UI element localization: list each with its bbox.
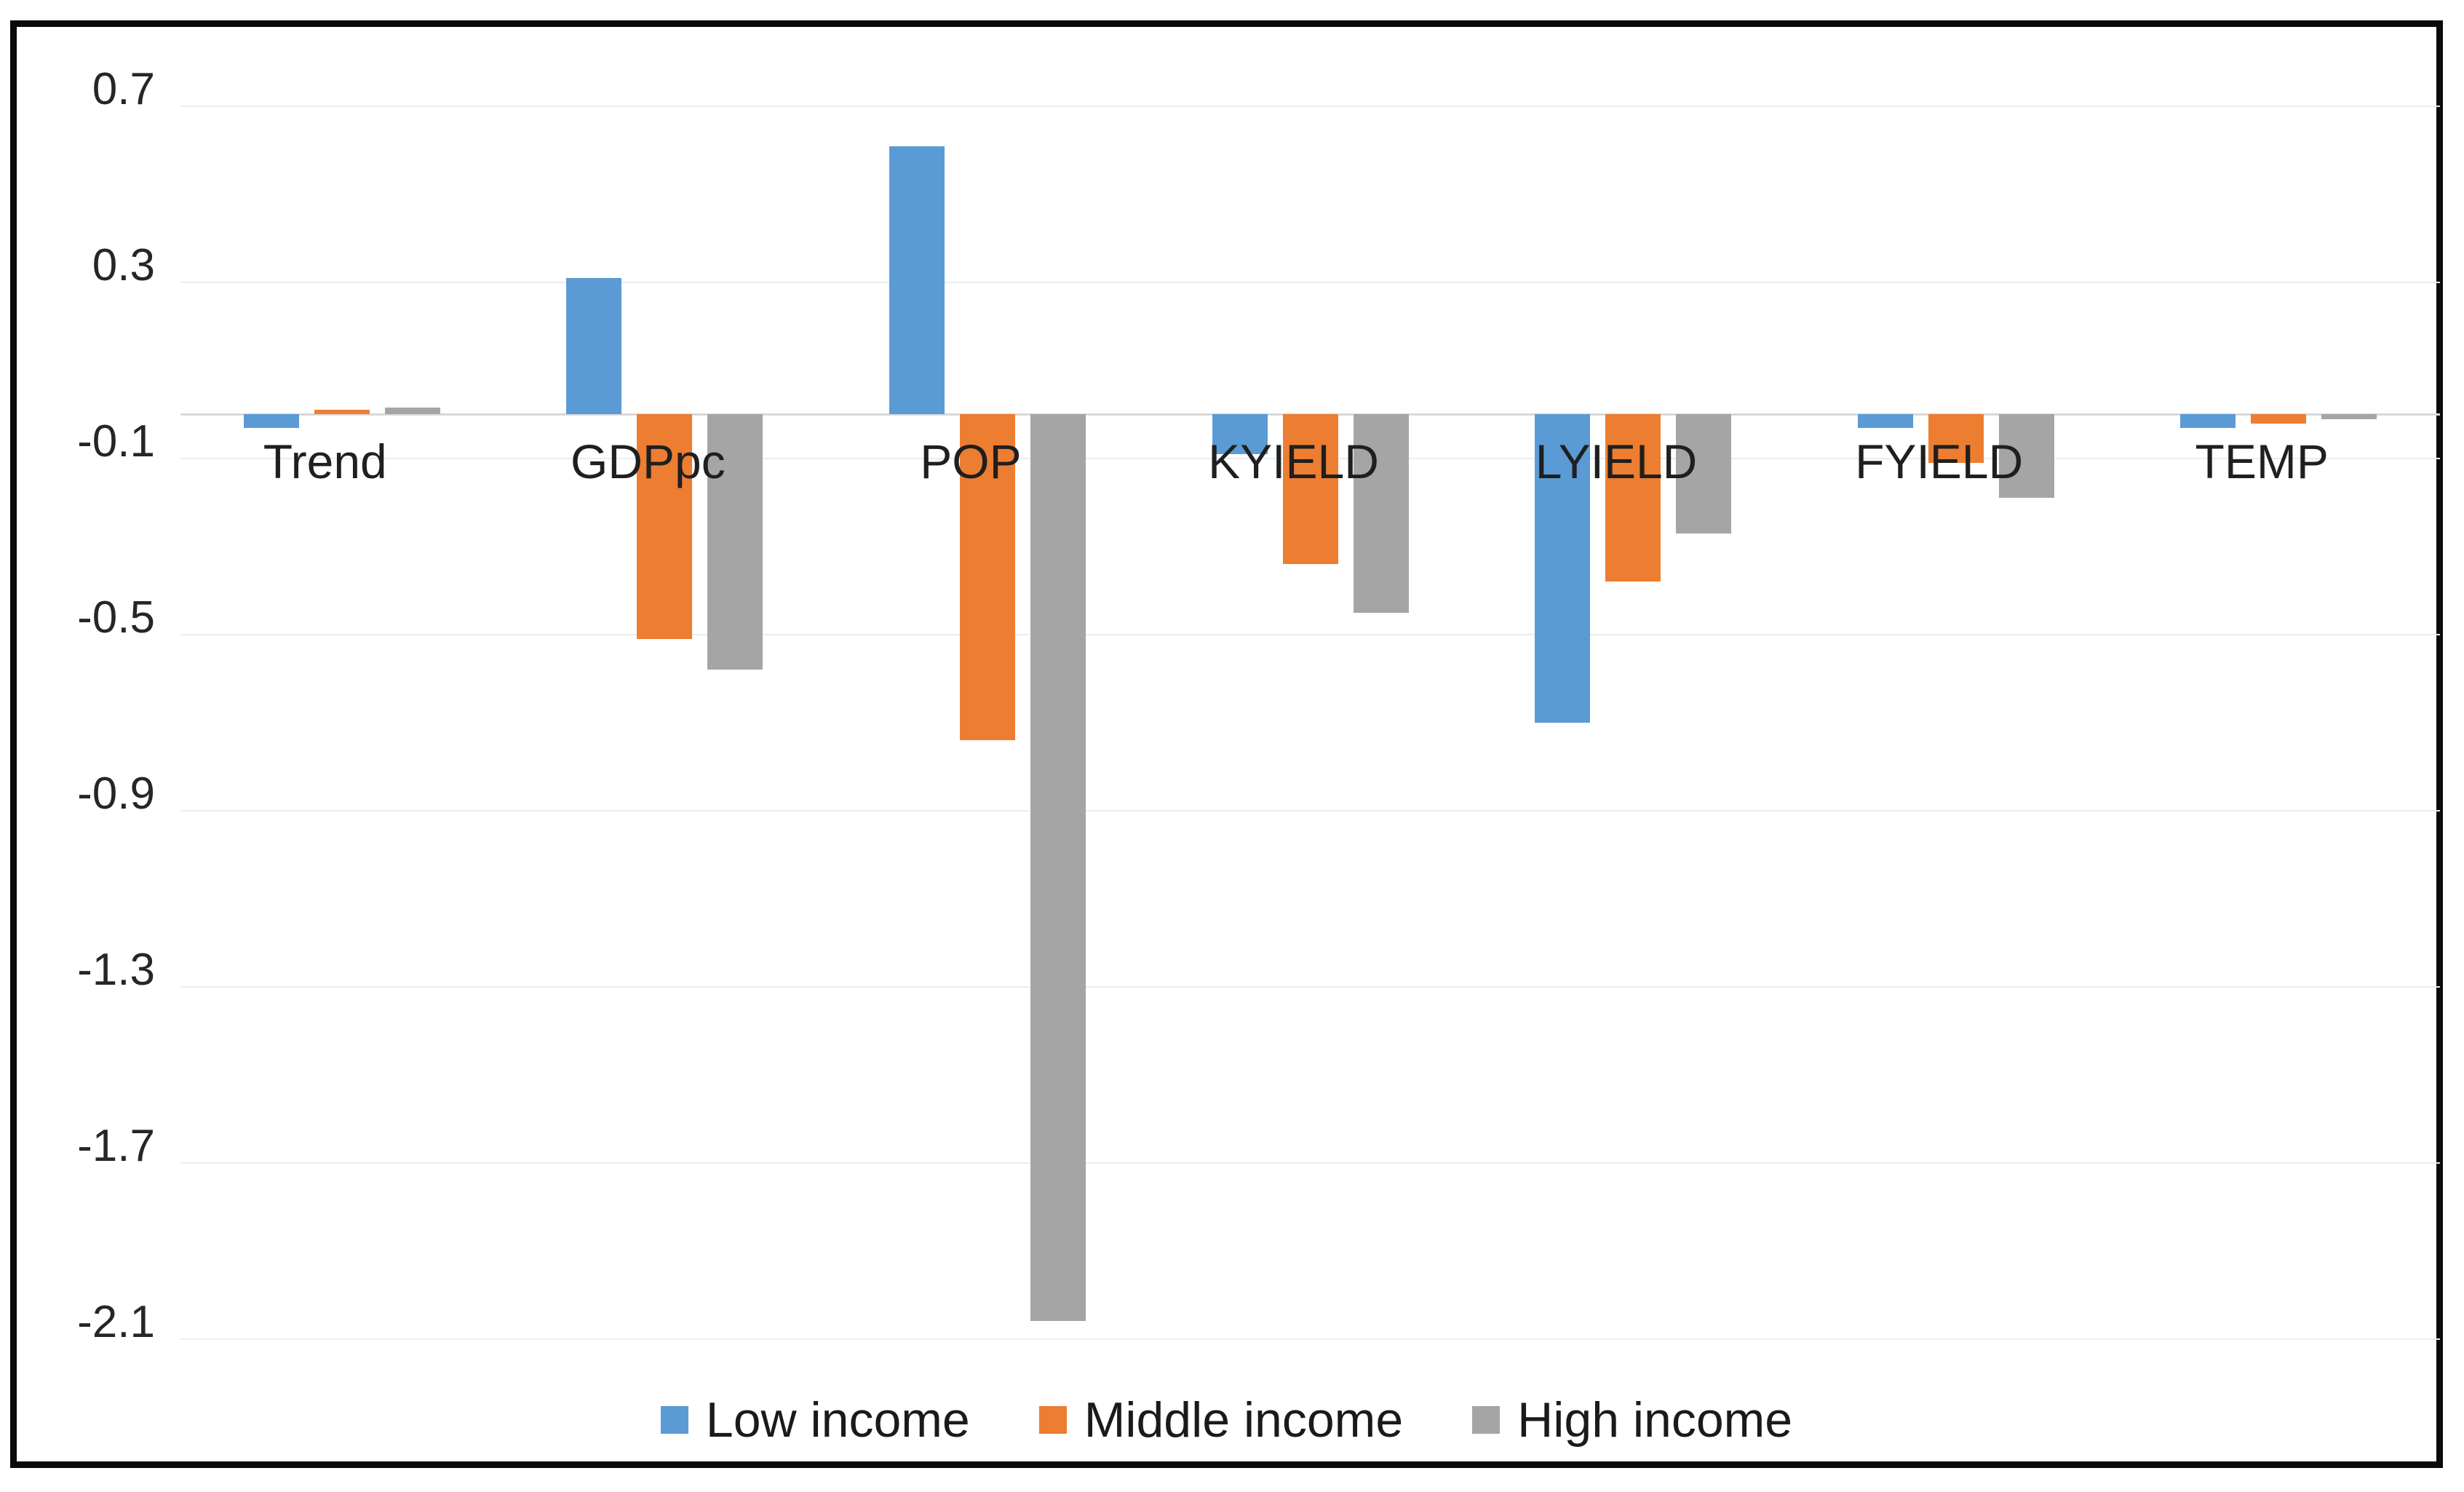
gridline--2.1 [180,1338,2440,1340]
bar-low-income-temp [2180,414,2236,428]
category-label-fyield: FYIELD [1855,434,2024,489]
bar-low-income-kyield [1212,414,1268,454]
category-label-temp: TEMP [2195,434,2329,489]
legend-item-middle-income: Middle income [1038,1392,1404,1448]
bar-middle-income-trend [314,410,370,415]
bar-high-income-fyield [1998,414,2054,499]
gridline-0.7 [180,106,2440,108]
bar-high-income-pop [1030,414,1086,1322]
legend-item-high-income: High income [1472,1394,1792,1446]
bar-low-income-lyield [1535,414,1591,723]
bar-middle-income-temp [2251,414,2307,424]
gridline-0.3 [180,282,2440,284]
bar-high-income-gdppc [707,414,763,670]
y-axis-tick-label--1.7: -1.7 [77,1120,155,1171]
legend-label-low-income: Low income [705,1392,970,1448]
y-axis-tick-label--0.1: -0.1 [77,416,155,467]
bar-high-income-lyield [1676,414,1732,533]
bar-middle-income-lyield [1605,414,1661,582]
bar-low-income-fyield [1857,414,1913,428]
legend-item-low-income: Low income [660,1392,970,1448]
y-axis-tick-label--2.1: -2.1 [77,1296,155,1347]
chart-border: 0.7 0.3 -0.1 -0.5 -0.9 -1.3 -1.7 -2.1 Trend GDPp… [10,20,2443,1468]
gridline--0.5 [180,633,2440,635]
bar-middle-income-kyield [1282,414,1338,565]
category-label-lyield: LYIELD [1535,434,1698,489]
bar-middle-income-gdppc [637,414,693,639]
bar-middle-income-fyield [1928,414,1984,464]
y-axis-tick-label-0.7: 0.7 [92,64,155,115]
y-axis-tick-label-0.3: 0.3 [92,240,155,291]
category-label-kyield: KYIELD [1208,434,1379,489]
y-axis-tick-label--1.3: -1.3 [77,944,155,995]
legend-marker-low-income [660,1406,688,1434]
gridline--0.9 [180,809,2440,812]
legend: Low income Middle income High income [17,1394,2436,1446]
bar-high-income-kyield [1353,414,1409,613]
legend-label-high-income: High income [1517,1392,1793,1448]
category-label-pop: POP [920,434,1022,489]
bar-low-income-pop [889,146,945,415]
category-label-gdppc: GDPpc [570,434,726,489]
y-axis-tick-label--0.9: -0.9 [77,768,155,819]
legend-marker-high-income [1472,1406,1501,1434]
bar-low-income-gdppc [566,277,622,415]
legend-label-middle-income: Middle income [1084,1392,1404,1448]
plot-area [180,98,2440,1370]
gridline--1.7 [180,1162,2440,1164]
bar-low-income-trend [243,414,299,428]
bar-middle-income-pop [959,414,1015,741]
gridline--1.3 [180,985,2440,988]
bar-high-income-temp [2321,414,2377,419]
bar-high-income-trend [384,408,440,415]
legend-marker-middle-income [1038,1406,1067,1434]
category-label-trend: Trend [263,434,387,489]
y-axis-tick-label--0.5: -0.5 [77,592,155,643]
